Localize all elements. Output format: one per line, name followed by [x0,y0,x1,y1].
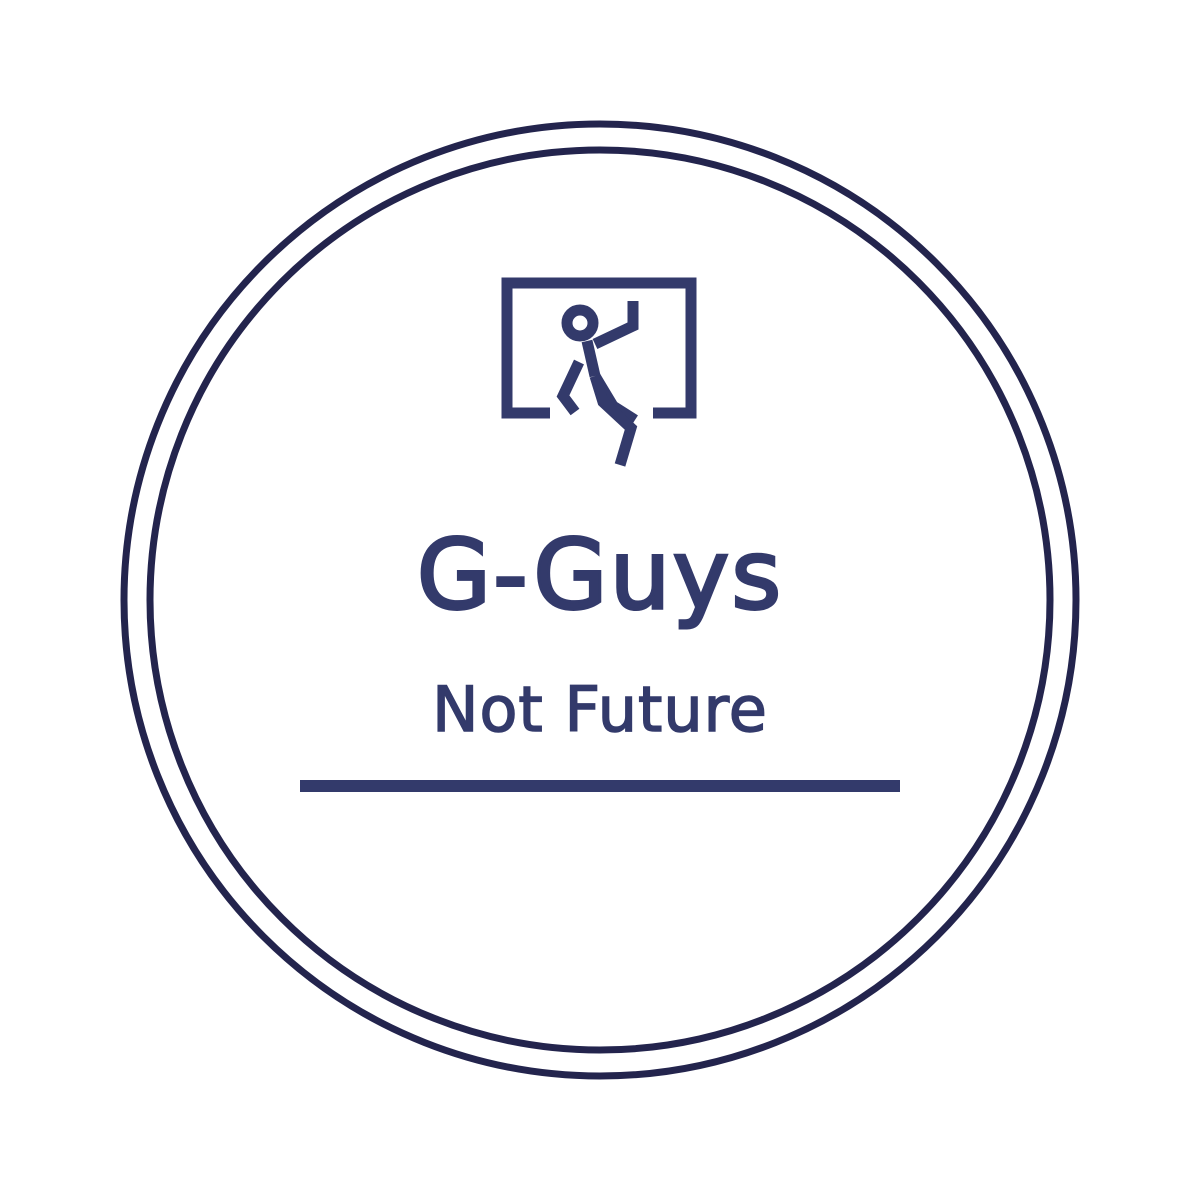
outer-ring [120,120,1080,1080]
tagline: Not Future [431,672,768,747]
figure-left-leg [556,359,584,416]
figure-head [561,304,599,342]
person-climbing-out-of-window-icon [501,277,697,467]
divider-line [300,780,900,792]
figure-dangling-leg [589,374,638,467]
brand-name: G-Guys [415,518,784,633]
inner-ring [146,146,1054,1054]
window-frame [501,277,697,419]
figure-arm [592,301,639,349]
figure-torso [581,339,601,378]
